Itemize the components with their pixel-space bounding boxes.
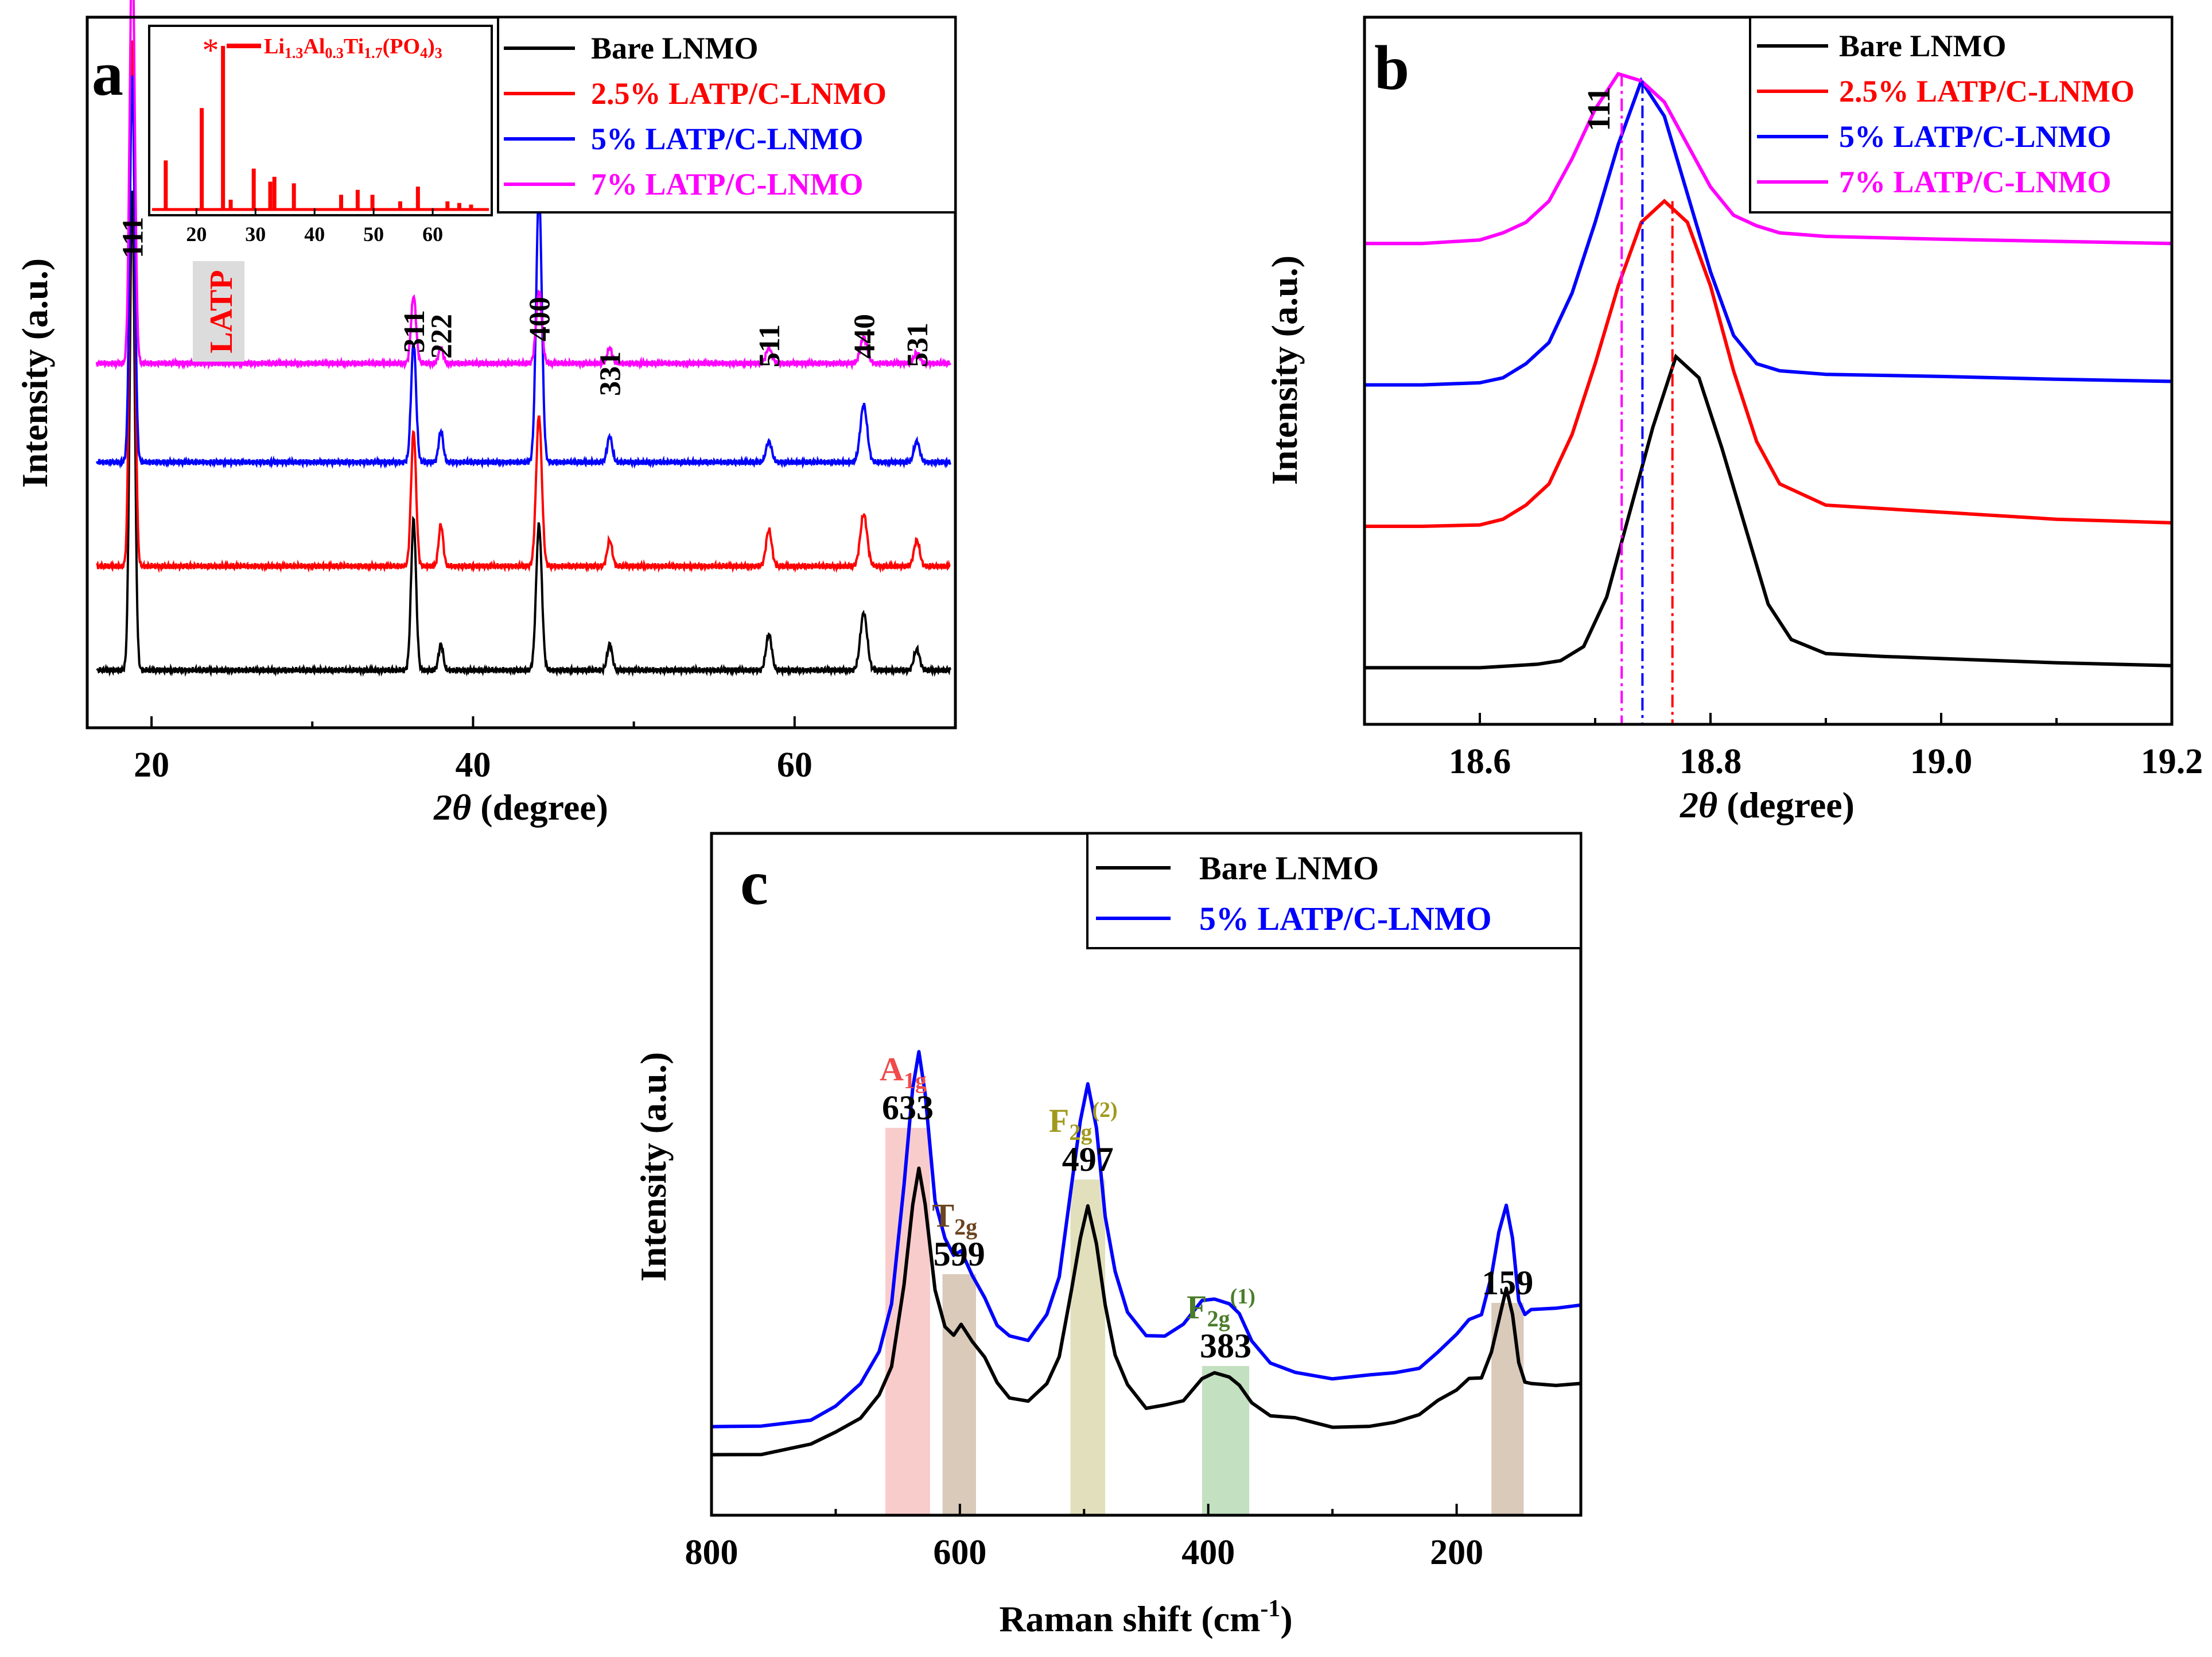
inset-x-ticks: 20 30 40 50 60 [186,208,443,246]
panel-c-band-159 [1491,1303,1524,1515]
inset-x-tick-label: 60 [422,223,443,246]
panel-a-series-2-5-latp-c-lnmo [96,40,951,573]
panel-b-legend-2-5: 2.5% LATP/C-LNMO [1839,74,2135,108]
panel-a-x-tick-label: 40 [455,746,491,785]
panel-a-legend-5: 5% LATP/C-LNMO [591,122,863,156]
panel-c-band-value-599: 599 [934,1235,985,1273]
latp-highlight [193,261,244,362]
panel-c-y-label: Intensity (a.u.) [633,1052,674,1282]
panel-c-band-value-633: 633 [882,1089,934,1127]
panel-c-mode-bands [885,1128,1524,1515]
latp-label: LATP [204,270,239,353]
panel-c-band-mode-383: F2g(1) [1187,1285,1255,1332]
panel-c-x-tick-label: 800 [685,1533,738,1572]
panel-c-band-mode-497: F2g(2) [1049,1098,1118,1145]
panel-c-x-tick-label: 600 [933,1533,986,1572]
inset-x-tick-label: 50 [363,223,384,246]
panel-a-legend-2-5: 2.5% LATP/C-LNMO [591,76,887,111]
panel-c-legend-box [1086,832,1582,949]
panel-b-x-tick-label: 19.0 [1910,742,1973,781]
panel-c-legend: Bare LNMO 5% LATP/C-LNMO [1086,832,1582,949]
panel-a-peak-label-400: 400 [523,297,556,342]
panel-b-series-7-latp-c-lnmo [1364,72,2172,246]
panel-a-peak-label-111: 111 [116,217,149,258]
panel-a-x-label: 2θ (degree) [433,787,608,828]
panel-c-x-ticks: 800 600 400 200 [685,1504,1483,1572]
panel-a-inset: 20 30 40 50 60 * Li1.3Al0.3Ti1.7(PO4)3 [148,25,493,246]
panel-c-letter: c [740,848,768,918]
panel-a-plot-area [95,0,951,677]
panel-c-band-mode-599: T2g [932,1197,977,1240]
panel-a-peak-label-511: 511 [753,324,786,367]
panel-a-x-tick-label: 60 [777,746,813,785]
panel-c: c 800 600 400 200 Raman shift (cm-1) Intens… [633,832,1583,1639]
panel-c-plot-area [711,1050,1581,1457]
panel-b-letter: b [1374,33,1409,103]
panel-c-band-497 [1070,1179,1106,1515]
inset-x-tick-label: 40 [304,223,325,246]
panel-a-x-tick-label: 20 [134,746,169,785]
inset-legend-label: Li1.3Al0.3Ti1.7(PO4)3 [264,34,442,61]
panel-c-legend-bare: Bare LNMO [1199,849,1379,887]
panel-b-legend: Bare LNMO 2.5% LATP/C-LNMO 5% LATP/C-LNM… [1749,16,2173,214]
panel-c-x-label: Raman shift (cm-1) [999,1596,1292,1639]
panel-a-legend-7: 7% LATP/C-LNMO [591,167,863,201]
panel-b-legend-box [1749,16,2173,214]
panel-b-legend-bare: Bare LNMO [1839,29,2006,63]
panel-a-peak-label-440: 440 [848,314,881,359]
panel-b-peak-label-111: 111 [1581,87,1617,131]
panel-b-series-5-latp-c-lnmo [1364,77,2172,387]
panel-c-series-5-latp-c-lnmo [711,1050,1581,1429]
panel-c-x-tick-label: 200 [1430,1533,1483,1572]
panel-b-legend-7: 7% LATP/C-LNMO [1839,165,2111,199]
panel-a-series-5-latp-c-lnmo [95,75,951,469]
panel-b-x-label: 2θ (degree) [1680,785,1855,825]
panel-b-legend-5: 5% LATP/C-LNMO [1839,119,2111,154]
inset-x-tick-label: 30 [245,223,266,246]
panel-a-peak-label-222: 222 [425,314,458,359]
panel-c-band-value-383: 383 [1200,1327,1251,1365]
panel-a-y-label: Intensity (a.u.) [14,258,55,488]
panel-c-band-value-159: 159 [1482,1264,1533,1302]
panel-a-series-7-latp-c-lnmo [95,0,951,371]
inset-frame [148,25,493,216]
panel-b-x-tick-label: 18.6 [1449,742,1511,781]
panel-c-legend-5: 5% LATP/C-LNMO [1199,900,1492,937]
panel-a-legend: Bare LNMO 2.5% LATP/C-LNMO 5% LATP/C-LNM… [497,16,957,214]
panel-a-x-ticks: 20 40 60 [134,716,957,785]
panel-a: a 20 40 60 2θ (degree) Intensity (a.u.) LA… [14,0,957,828]
panel-c-band-mode-633: A1g [880,1050,927,1093]
panel-b-series-bare-lnmo [1364,354,2172,670]
panel-a-peak-label-531: 531 [901,323,934,367]
panel-c-band-599 [942,1274,976,1515]
panel-a-peak-label-311: 311 [398,310,431,353]
panel-a-legend-bare: Bare LNMO [591,31,758,65]
panel-a-series-bare-lnmo [96,191,951,677]
panel-b-x-ticks: 18.6 18.8 19.0 19.2 [1449,713,2203,781]
inset-x-tick-label: 20 [186,223,207,246]
panel-c-band-value-497: 497 [1062,1140,1114,1178]
panel-b: b 18.6 18.8 19.0 19.2 2θ (degree) Intensity… [1264,15,2203,825]
panel-b-y-label: Intensity (a.u.) [1264,255,1305,485]
panel-a-letter: a [92,38,123,108]
panel-b-plot-area [1364,72,2172,724]
panel-b-x-tick-label: 19.2 [2141,742,2203,781]
panel-a-peak-label-331: 331 [594,351,627,396]
inset-star: * [203,32,219,69]
panel-b-series-2-5-latp-c-lnmo [1364,199,2172,528]
panel-c-series-bare-lnmo [711,1166,1581,1457]
panel-c-x-tick-label: 400 [1181,1533,1235,1572]
panel-b-x-tick-label: 18.8 [1680,742,1742,781]
